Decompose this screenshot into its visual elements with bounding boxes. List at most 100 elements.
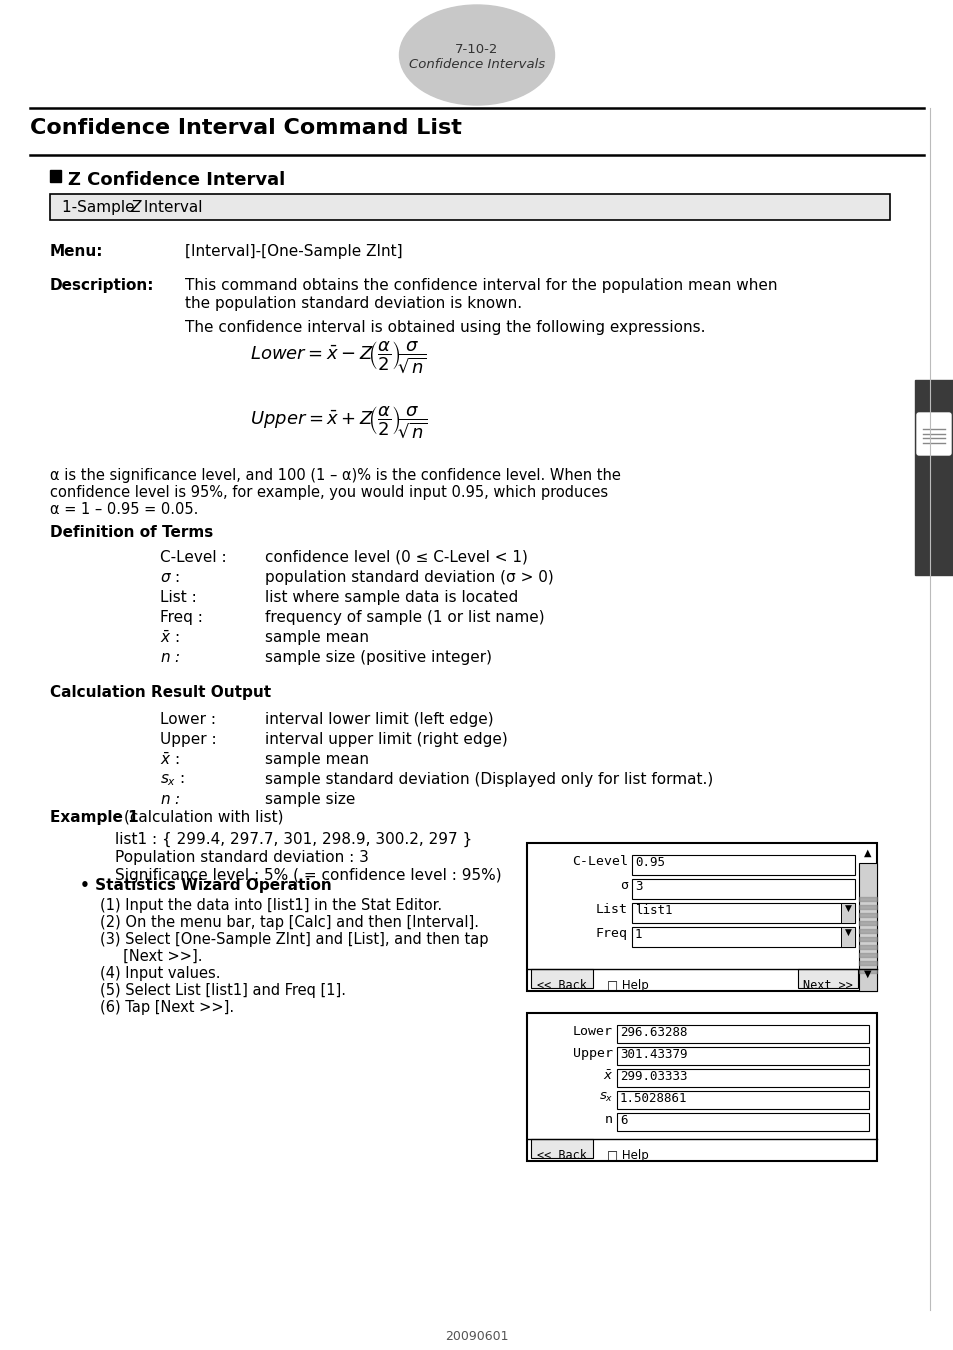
Text: Description:: Description: <box>50 278 154 293</box>
Text: (2) On the menu bar, tap [Calc] and then [Interval].: (2) On the menu bar, tap [Calc] and then… <box>100 915 478 930</box>
Text: (3) Select [One-Sample ZInt] and [List], and then tap: (3) Select [One-Sample ZInt] and [List],… <box>100 931 488 946</box>
Text: population standard deviation (σ > 0): population standard deviation (σ > 0) <box>265 570 553 585</box>
Text: Z Confidence Interval: Z Confidence Interval <box>68 171 285 189</box>
Text: σ: σ <box>619 879 627 892</box>
Text: C-Level :: C-Level : <box>160 549 227 566</box>
FancyBboxPatch shape <box>617 1112 868 1131</box>
Text: $n$ :: $n$ : <box>160 792 180 807</box>
Text: List :: List : <box>160 590 196 605</box>
Text: □ Help: □ Help <box>606 1149 648 1162</box>
Text: [Interval]-[One-Sample ZInt]: [Interval]-[One-Sample ZInt] <box>185 244 402 259</box>
Text: interval lower limit (left edge): interval lower limit (left edge) <box>265 711 493 728</box>
Text: sample size (positive integer): sample size (positive integer) <box>265 649 492 666</box>
FancyBboxPatch shape <box>914 379 953 575</box>
FancyBboxPatch shape <box>617 1069 868 1087</box>
Text: 3: 3 <box>635 880 641 892</box>
Text: (6) Tap [Next >>].: (6) Tap [Next >>]. <box>100 1000 233 1015</box>
Text: $s_x$ :: $s_x$ : <box>160 772 185 787</box>
Text: Next >>: Next >> <box>802 979 852 992</box>
Text: Confidence Intervals: Confidence Intervals <box>409 58 544 72</box>
Text: confidence level is 95%, for example, you would input 0.95, which produces: confidence level is 95%, for example, yo… <box>50 485 607 500</box>
Text: [Next >>].: [Next >>]. <box>100 949 202 964</box>
Text: 296.63288: 296.63288 <box>619 1026 687 1040</box>
Text: Z: Z <box>130 200 140 215</box>
FancyBboxPatch shape <box>617 1091 868 1108</box>
Text: Population standard deviation : 3: Population standard deviation : 3 <box>115 850 369 865</box>
Text: 20090601: 20090601 <box>445 1330 508 1343</box>
FancyBboxPatch shape <box>531 969 593 988</box>
Text: Freq :: Freq : <box>160 610 203 625</box>
Text: This command obtains the confidence interval for the population mean when: This command obtains the confidence inte… <box>185 278 777 293</box>
Text: Freq: Freq <box>596 927 627 940</box>
Text: Confidence Interval Command List: Confidence Interval Command List <box>30 117 461 138</box>
FancyBboxPatch shape <box>631 855 854 875</box>
Text: list where sample data is located: list where sample data is located <box>265 590 517 605</box>
Text: list1: list1 <box>635 904 672 917</box>
Text: << Back: << Back <box>537 1149 586 1162</box>
Text: $s_x$: $s_x$ <box>598 1091 613 1104</box>
Text: $Upper = \bar{x} + Z\!\left(\dfrac{\alpha}{2}\right)\!\dfrac{\sigma}{\sqrt{n}}$: $Upper = \bar{x} + Z\!\left(\dfrac{\alph… <box>250 405 427 440</box>
Text: Upper :: Upper : <box>160 732 216 747</box>
FancyBboxPatch shape <box>916 413 950 455</box>
Text: (4) Input values.: (4) Input values. <box>100 967 220 981</box>
Text: 6: 6 <box>619 1114 627 1127</box>
Text: $\bar{x}$: $\bar{x}$ <box>602 1069 613 1083</box>
Text: $\sigma$ :: $\sigma$ : <box>160 570 180 585</box>
Text: α = 1 – 0.95 = 0.05.: α = 1 – 0.95 = 0.05. <box>50 502 198 517</box>
FancyBboxPatch shape <box>631 927 854 946</box>
Text: 1.5028861: 1.5028861 <box>619 1092 687 1106</box>
Text: 299.03333: 299.03333 <box>619 1071 687 1083</box>
FancyBboxPatch shape <box>841 903 854 923</box>
Text: Upper: Upper <box>573 1048 613 1060</box>
Text: ▼: ▼ <box>843 927 850 937</box>
Text: □ Help: □ Help <box>606 979 648 992</box>
Text: n: n <box>604 1112 613 1126</box>
Text: ▼: ▼ <box>843 904 850 913</box>
FancyBboxPatch shape <box>50 170 61 182</box>
FancyBboxPatch shape <box>631 903 854 923</box>
Text: sample mean: sample mean <box>265 630 369 645</box>
Text: (calculation with list): (calculation with list) <box>124 810 283 825</box>
Text: List: List <box>596 903 627 917</box>
Text: $Lower = \bar{x} - Z\!\left(\dfrac{\alpha}{2}\right)\!\dfrac{\sigma}{\sqrt{n}}$: $Lower = \bar{x} - Z\!\left(\dfrac{\alph… <box>250 340 426 375</box>
Text: The confidence interval is obtained using the following expressions.: The confidence interval is obtained usin… <box>185 320 705 335</box>
Text: << Back: << Back <box>537 979 586 992</box>
Text: ▲: ▲ <box>863 848 871 859</box>
Text: sample standard deviation (Displayed only for list format.): sample standard deviation (Displayed onl… <box>265 772 713 787</box>
Text: the population standard deviation is known.: the population standard deviation is kno… <box>185 296 521 310</box>
Text: $\bar{x}$ :: $\bar{x}$ : <box>160 752 179 768</box>
Text: Example 1: Example 1 <box>50 810 138 825</box>
Text: $n$ :: $n$ : <box>160 649 180 666</box>
Text: 0.95: 0.95 <box>635 856 664 869</box>
Text: Definition of Terms: Definition of Terms <box>50 525 213 540</box>
FancyBboxPatch shape <box>617 1025 868 1044</box>
FancyBboxPatch shape <box>797 969 857 988</box>
Text: Significance level : 5% ( = confidence level : 95%): Significance level : 5% ( = confidence l… <box>115 868 501 883</box>
Text: α is the significance level, and 100 (1 – α)% is the confidence level. When the: α is the significance level, and 100 (1 … <box>50 468 620 483</box>
Text: ▼: ▼ <box>863 969 871 979</box>
Text: 1-Sample: 1-Sample <box>62 200 139 215</box>
Text: Interval: Interval <box>139 200 202 215</box>
FancyBboxPatch shape <box>531 1139 593 1158</box>
Text: Lower: Lower <box>573 1025 613 1038</box>
Text: sample mean: sample mean <box>265 752 369 767</box>
Text: 7-10-2: 7-10-2 <box>455 43 498 55</box>
FancyBboxPatch shape <box>526 1012 876 1161</box>
Text: (1) Input the data into [list1] in the Stat Editor.: (1) Input the data into [list1] in the S… <box>100 898 441 913</box>
FancyBboxPatch shape <box>617 1048 868 1065</box>
Text: • Statistics Wizard Operation: • Statistics Wizard Operation <box>80 878 332 892</box>
FancyBboxPatch shape <box>631 879 854 899</box>
FancyBboxPatch shape <box>841 927 854 946</box>
Text: list1 : { 299.4, 297.7, 301, 298.9, 300.2, 297 }: list1 : { 299.4, 297.7, 301, 298.9, 300.… <box>115 832 472 848</box>
Text: (5) Select List [list1] and Freq [1].: (5) Select List [list1] and Freq [1]. <box>100 983 346 998</box>
Text: sample size: sample size <box>265 792 355 807</box>
Text: interval upper limit (right edge): interval upper limit (right edge) <box>265 732 507 747</box>
Text: frequency of sample (1 or list name): frequency of sample (1 or list name) <box>265 610 544 625</box>
Text: 1: 1 <box>635 927 641 941</box>
Text: $\bar{x}$ :: $\bar{x}$ : <box>160 630 179 647</box>
Ellipse shape <box>399 5 554 105</box>
FancyBboxPatch shape <box>50 194 889 220</box>
Text: 301.43379: 301.43379 <box>619 1048 687 1061</box>
Text: Lower :: Lower : <box>160 711 215 728</box>
FancyBboxPatch shape <box>858 863 876 991</box>
